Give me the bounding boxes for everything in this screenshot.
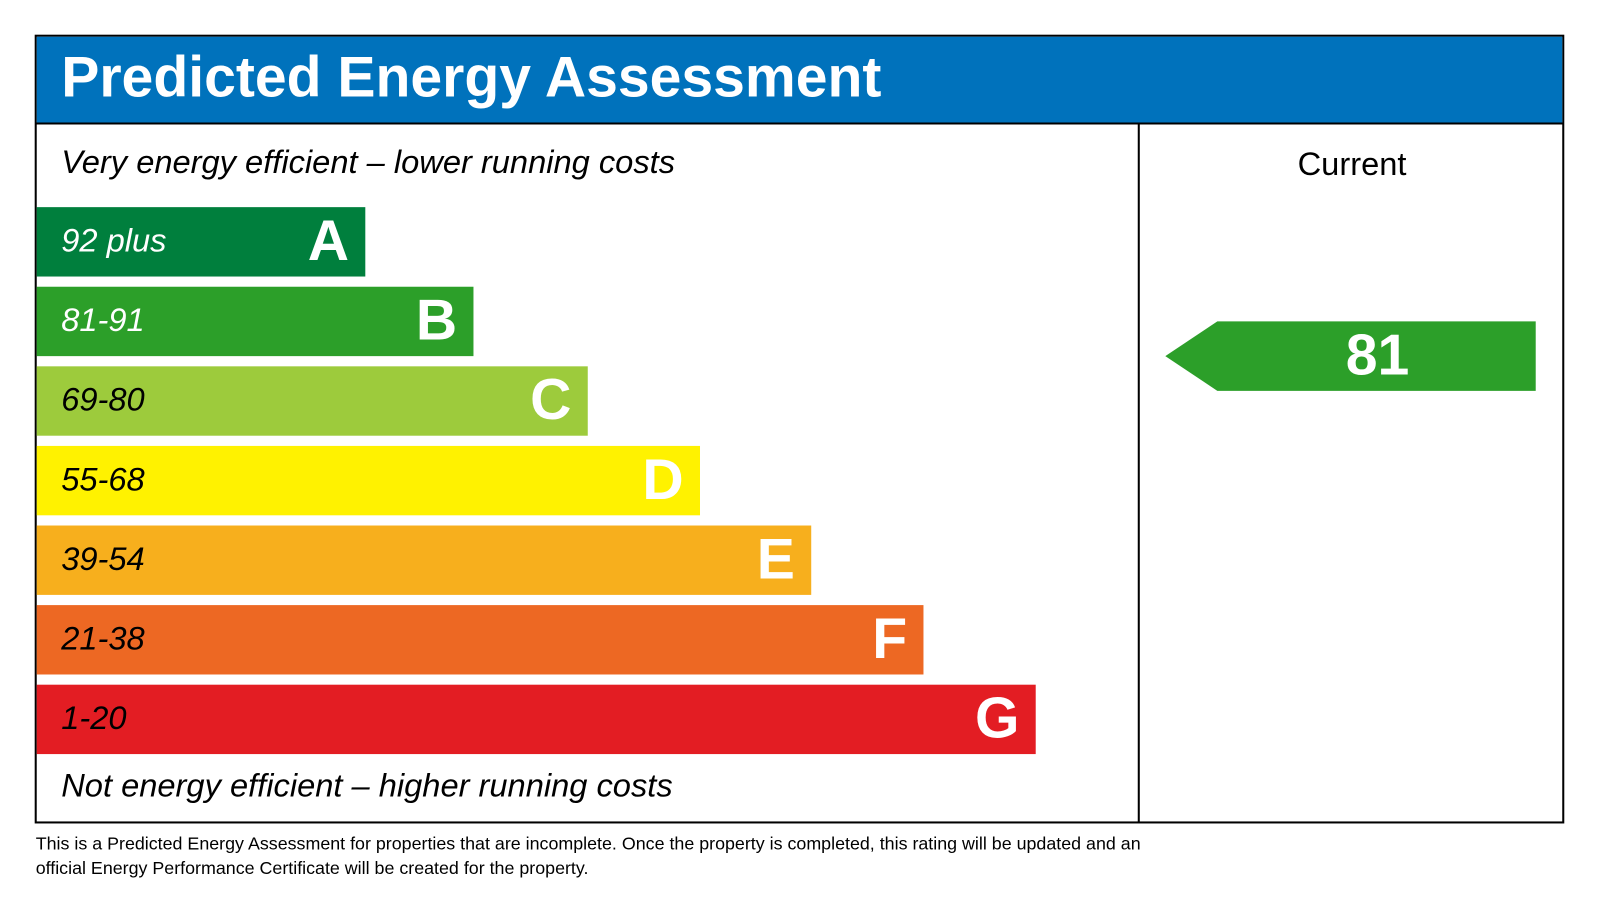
band-letter: A [308,209,349,273]
band-bar [36,684,1036,755]
band-range: 55-68 [61,460,144,497]
band-bar [36,207,366,277]
current-arrow [1165,321,1536,391]
band-letter: F [872,607,907,671]
band-letter: G [975,687,1019,751]
footnote-line: This is a Predicted Energy Assessment fo… [36,834,1141,854]
title: Predicted Energy Assessment [61,46,881,110]
band-letter: D [642,448,683,512]
band-range: 1-20 [61,699,126,736]
band-letter: C [530,368,571,432]
footnote-line: official Energy Performance Certificate … [36,858,589,878]
current-label: Current [1298,145,1407,182]
band-range: 21-38 [60,619,144,656]
band-bar [36,605,924,675]
header-bar [36,36,1563,124]
band-bar [36,286,474,357]
current-value: 81 [1346,323,1410,387]
band-bar [36,445,701,516]
bottom-note: Not energy efficient – higher running co… [61,766,672,803]
band-range: 69-80 [61,381,144,418]
band-letter: E [757,527,795,591]
band-letter: B [416,289,457,353]
band-range: 39-54 [61,540,144,577]
band-bar [36,525,812,595]
band-bar [36,366,588,436]
band-range: 81-91 [61,301,144,338]
band-range: 92 plus [61,221,166,258]
top-note: Very energy efficient – lower running co… [61,143,675,180]
